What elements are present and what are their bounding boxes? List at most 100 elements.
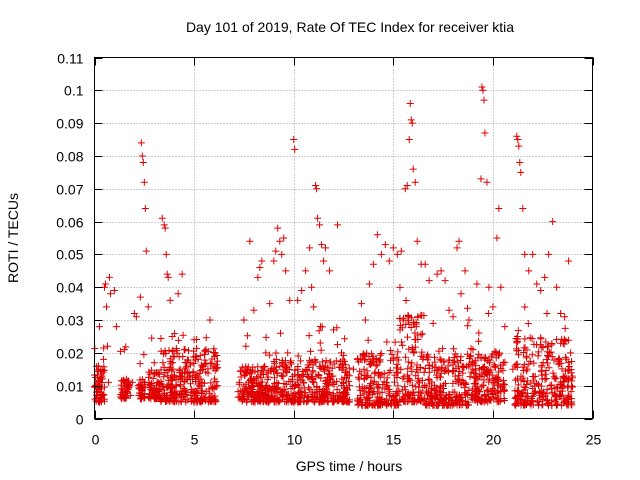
plot-frame <box>94 57 593 419</box>
data-point-marker <box>480 376 488 384</box>
data-point-marker <box>362 355 370 363</box>
data-point-marker <box>316 363 324 371</box>
data-point-marker <box>383 338 391 346</box>
data-point-marker <box>286 296 294 304</box>
data-point-marker <box>146 370 154 378</box>
data-point-marker <box>355 375 363 383</box>
y-tick-label: 0.05 <box>56 247 83 263</box>
data-point-marker <box>294 296 302 304</box>
data-point-marker <box>190 360 198 368</box>
data-point-marker <box>326 358 334 366</box>
data-point-marker <box>393 250 401 258</box>
data-point-marker <box>539 395 547 403</box>
data-point-marker <box>537 287 545 295</box>
data-point-marker <box>316 221 324 229</box>
data-point-marker <box>424 375 432 383</box>
data-point-marker <box>198 387 206 395</box>
data-point-marker <box>112 323 120 331</box>
data-point-marker <box>210 353 218 361</box>
data-point-marker <box>462 401 470 409</box>
data-point-marker <box>372 355 380 363</box>
data-point-marker <box>273 369 281 377</box>
data-point-marker <box>301 366 309 374</box>
data-point-marker <box>270 374 278 382</box>
data-point-marker <box>364 372 372 380</box>
data-point-marker <box>432 392 440 400</box>
data-point-marker <box>322 357 330 365</box>
data-point-marker <box>561 313 569 321</box>
data-point-marker <box>300 379 308 387</box>
data-point-marker <box>557 309 565 317</box>
data-point-marker <box>469 346 477 354</box>
data-point-marker <box>153 369 161 377</box>
data-point-marker <box>512 361 520 369</box>
data-point-marker <box>521 335 529 343</box>
data-point-marker <box>536 341 544 349</box>
data-point-marker <box>322 244 330 252</box>
data-point-marker <box>544 401 552 409</box>
data-point-marker <box>122 375 130 383</box>
data-point-marker <box>478 83 486 91</box>
data-point-marker <box>547 348 555 356</box>
data-point-marker <box>105 273 113 281</box>
data-point-marker <box>497 364 505 372</box>
data-point-marker <box>565 366 573 374</box>
data-point-marker <box>361 316 369 324</box>
data-point-marker <box>270 257 278 265</box>
data-point-marker <box>372 398 380 406</box>
data-point-marker <box>262 349 270 357</box>
data-point-marker <box>465 316 473 324</box>
data-point-marker <box>454 358 462 366</box>
data-point-marker <box>185 347 193 355</box>
data-point-marker <box>523 365 531 373</box>
data-point-marker <box>381 241 389 249</box>
x-tick-labels: 0 5 10 15 20 25 <box>92 432 602 448</box>
data-point-marker <box>122 392 130 400</box>
data-point-marker <box>339 394 347 402</box>
data-point-marker <box>303 394 311 402</box>
data-point-marker <box>484 309 492 317</box>
data-point-marker <box>138 152 146 160</box>
data-point-marker <box>470 380 478 388</box>
data-point-marker <box>320 366 328 374</box>
data-point-marker <box>162 250 170 258</box>
data-point-marker <box>485 378 493 386</box>
data-point-marker <box>408 314 416 322</box>
data-point-marker <box>521 250 529 258</box>
data-point-marker <box>378 371 386 379</box>
data-point-marker <box>465 386 473 394</box>
data-point-marker <box>545 364 553 372</box>
data-point-marker <box>541 273 549 281</box>
data-point-marker <box>170 391 178 399</box>
chart-title: Day 101 of 2019, Rate Of TEC Index for r… <box>186 19 514 35</box>
data-point-marker <box>360 365 368 373</box>
data-point-marker <box>376 401 384 409</box>
y-tick-label: 0.06 <box>56 215 83 231</box>
data-point-marker <box>526 399 534 407</box>
data-point-marker <box>159 359 167 367</box>
data-point-marker <box>411 178 419 186</box>
data-point-marker <box>99 368 107 376</box>
data-point-marker <box>110 287 118 295</box>
data-point-marker <box>179 353 187 361</box>
data-point-marker <box>139 390 147 398</box>
data-point-marker <box>172 382 180 390</box>
data-point-marker <box>323 391 331 399</box>
data-point-marker <box>407 363 415 371</box>
y-axis-title: ROTI / TECUs <box>5 193 21 283</box>
data-point-marker <box>298 387 306 395</box>
data-point-marker <box>464 398 472 406</box>
data-point-marker <box>455 237 463 245</box>
y-tick-label: 0.1 <box>64 83 84 99</box>
data-point-marker <box>317 346 325 354</box>
data-point-marker <box>398 341 406 349</box>
data-point-marker <box>368 350 376 358</box>
data-point-marker <box>206 390 214 398</box>
data-point-marker <box>315 327 323 335</box>
y-tick-label: 0.08 <box>56 149 83 165</box>
data-point-marker <box>132 313 140 321</box>
data-point-marker <box>479 86 487 94</box>
data-point-marker <box>415 379 423 387</box>
data-point-marker <box>529 392 537 400</box>
x-tick-label: 5 <box>191 432 199 448</box>
